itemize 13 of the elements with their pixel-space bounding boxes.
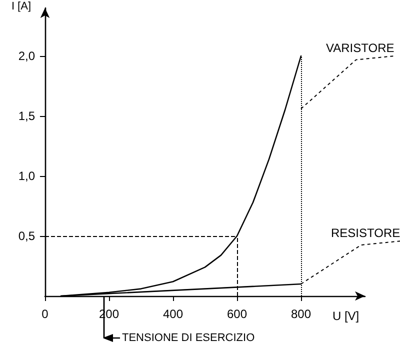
x-tick-label: 800 bbox=[290, 307, 312, 321]
x-tick-label: 400 bbox=[162, 307, 184, 321]
y-axis-title: I [A] bbox=[11, 0, 31, 12]
x-tick-label: 600 bbox=[226, 307, 248, 321]
text: VARISTORE bbox=[326, 40, 394, 55]
x-axis-title: U [V] bbox=[332, 309, 360, 323]
text: TENSIONE DI ESERCIZIO bbox=[122, 332, 256, 344]
y-tick-label: 2,0 bbox=[18, 49, 36, 63]
y-tick-label: 1,0 bbox=[18, 169, 36, 183]
text: RESISTORE bbox=[331, 226, 400, 240]
y-tick-label: 1,5 bbox=[18, 109, 36, 123]
x-tick-label: 0 bbox=[42, 307, 49, 321]
y-tick-label: 0,5 bbox=[18, 229, 36, 243]
